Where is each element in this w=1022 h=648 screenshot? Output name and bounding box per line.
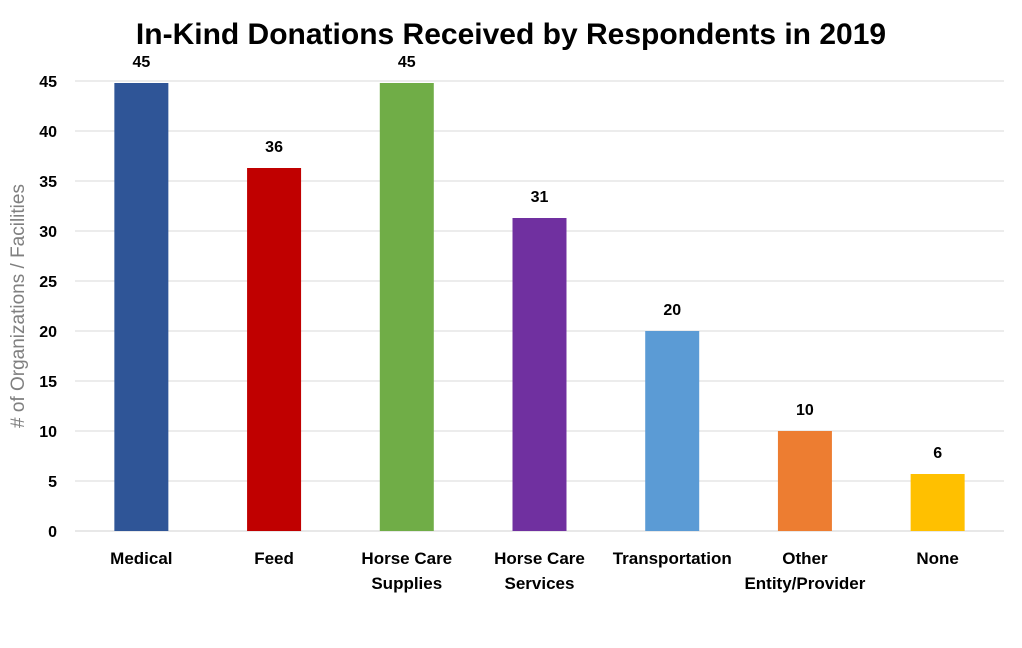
data-label-5: 10 xyxy=(796,402,814,419)
data-label-1: 36 xyxy=(265,139,283,156)
data-label-0: 45 xyxy=(132,54,150,71)
bar-2 xyxy=(379,83,434,531)
chart-title: In-Kind Donations Received by Respondent… xyxy=(136,18,886,51)
y-tick-label: 0 xyxy=(48,524,57,541)
y-tick-label: 25 xyxy=(39,274,57,291)
category-label-0: Medical xyxy=(110,549,172,568)
category-label-5: Other Entity/Provider xyxy=(744,549,865,593)
category-label-4: Transportation xyxy=(613,549,732,568)
bar-1 xyxy=(247,168,302,531)
x-axis-categories: Medical Feed Horse Care Supplies Horse Care S… xyxy=(110,549,959,593)
y-tick-label: 45 xyxy=(39,74,57,91)
bar-3 xyxy=(512,218,567,531)
bar-4 xyxy=(645,331,700,531)
bar-5 xyxy=(777,431,832,531)
data-label-2: 45 xyxy=(398,54,416,71)
bar-0 xyxy=(114,83,169,531)
data-label-3: 31 xyxy=(531,189,549,206)
y-tick-label: 35 xyxy=(39,174,57,191)
data-labels: 45 36 45 31 20 10 6 xyxy=(132,54,942,462)
y-tick-label: 20 xyxy=(39,324,57,341)
y-tick-label: 15 xyxy=(39,374,57,391)
y-tick-label: 5 xyxy=(48,474,57,491)
category-label-2: Horse Care Supplies xyxy=(361,549,452,593)
y-tick-label: 30 xyxy=(39,224,57,241)
category-label-1: Feed xyxy=(254,549,294,568)
bar-6 xyxy=(910,474,965,531)
bars xyxy=(114,83,965,531)
data-label-6: 6 xyxy=(933,445,942,462)
category-label-6: None xyxy=(916,549,959,568)
y-tick-label: 40 xyxy=(39,124,57,141)
y-tick-label: 10 xyxy=(39,424,57,441)
y-axis-ticks: 0 5 10 15 20 25 30 35 40 45 xyxy=(39,74,57,541)
y-axis-title: # of Organizations / Facilities xyxy=(8,184,29,428)
category-label-3: Horse Care Services xyxy=(494,549,585,593)
data-label-4: 20 xyxy=(663,302,681,319)
